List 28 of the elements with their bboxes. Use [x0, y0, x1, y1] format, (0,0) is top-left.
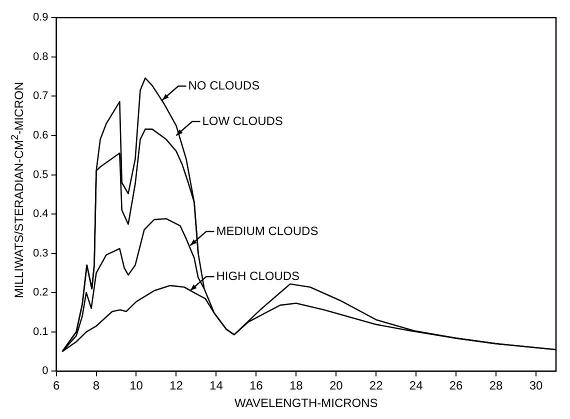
annotation: HIGH CLOUDS: [216, 268, 300, 283]
y-tick-label: 0.2: [32, 286, 48, 299]
annotation: LOW CLOUDS: [202, 114, 283, 128]
x-tick-label: 28: [489, 378, 504, 393]
y-tick-label: 0.8: [32, 50, 48, 63]
x-tick-label: 8: [92, 378, 100, 393]
x-tick-label: 10: [130, 378, 144, 393]
annotation: NO CLOUDS: [188, 78, 260, 92]
y-tick-label: 0.6: [32, 130, 48, 142]
x-tick-label: 26: [449, 378, 464, 393]
x-axis-title: WAVELENGTH-MICRONS: [234, 396, 378, 410]
x-tick-label: 18: [289, 378, 304, 393]
x-tick-label: 14: [210, 378, 224, 393]
x-tick-label: 20: [329, 378, 344, 393]
y-tick-label: 0.9: [32, 12, 48, 24]
x-tick-label: 22: [369, 378, 384, 393]
x-tick-label: 30: [529, 378, 544, 393]
y-tick-label: 0.7: [32, 90, 48, 102]
y-tick-label: 0.5: [32, 168, 48, 181]
y-tick-label: 0.4: [32, 208, 48, 220]
annotation: MEDIUM CLOUDS: [216, 224, 318, 238]
y-tick-label: 0.1: [32, 326, 48, 338]
y-tick-label: 0.3: [32, 247, 48, 260]
x-tick-label: 12: [170, 378, 184, 393]
x-tick-label: 16: [249, 378, 264, 393]
x-tick-label: 24: [409, 378, 424, 393]
x-tick-label: 6: [52, 378, 60, 393]
y-tick-label: 0: [42, 365, 48, 378]
